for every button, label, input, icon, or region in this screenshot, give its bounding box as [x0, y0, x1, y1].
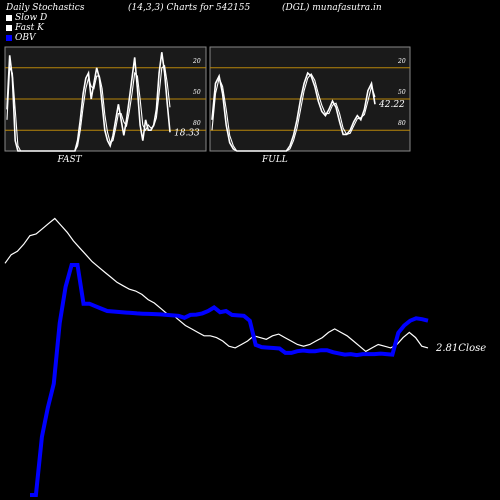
- full-panel-label: FULL: [261, 155, 288, 165]
- legend-swatch-obv: [6, 35, 12, 41]
- legend-label-obv: OBV: [15, 33, 36, 43]
- full-last-value-label: 42.22: [378, 100, 405, 110]
- fast-tick-label-50: 50: [193, 89, 201, 96]
- fast-line-slow-d: [6, 64, 171, 152]
- fast-tick-label-20: 80: [193, 120, 201, 127]
- fast-last-value-label: 18.33: [174, 128, 200, 138]
- legend: Slow D Fast K OBV: [6, 13, 47, 43]
- legend-swatch-slow-d: [6, 15, 12, 21]
- legend-item-slow-d: Slow D: [6, 13, 47, 23]
- fast-tick-label-80: 20: [192, 58, 201, 65]
- full-tick-label-50: 50: [398, 89, 406, 96]
- obv-line: [30, 263, 429, 497]
- fast-panel-label: FAST: [57, 155, 83, 165]
- legend-label-slow-d: Slow D: [15, 13, 48, 23]
- close-price-line: [4, 217, 429, 353]
- full-tick-label-80: 20: [397, 58, 406, 65]
- chart-title: Daily Stochastics: [6, 3, 85, 13]
- legend-swatch-fast-k: [6, 25, 12, 31]
- chart-params: (14,3,3) Charts for 542155: [128, 3, 251, 13]
- legend-item-fast-k: Fast K: [6, 23, 47, 33]
- full-tick-label-20: 80: [398, 120, 406, 127]
- legend-label-fast-k: Fast K: [15, 23, 44, 33]
- legend-item-obv: OBV: [6, 33, 47, 43]
- close-last-value-label: 2.81Close: [435, 343, 486, 354]
- full-line-slow-d: [211, 73, 376, 152]
- site-credit: (DGL) munafasutra.in: [282, 3, 382, 13]
